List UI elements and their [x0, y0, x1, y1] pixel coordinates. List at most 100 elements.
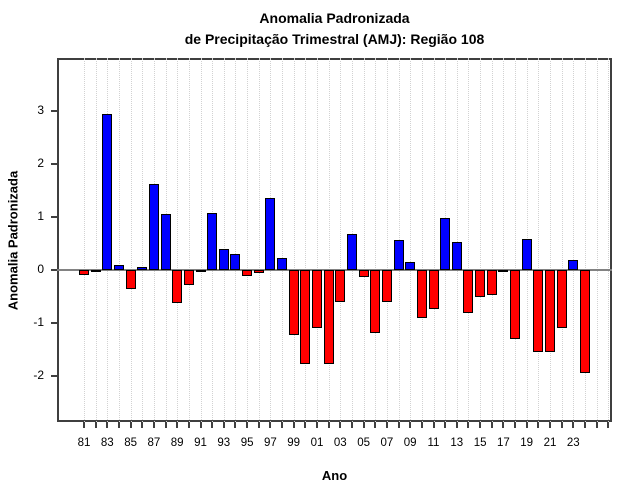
x-tick [129, 422, 132, 428]
x-tick [374, 422, 377, 428]
x-tick [455, 422, 458, 428]
gridline-year [223, 58, 225, 422]
x-tick [141, 422, 144, 428]
gridline-year [95, 58, 97, 422]
gridline-year [468, 58, 470, 422]
gridline-year [608, 58, 610, 422]
x-tick-label: 23 [566, 437, 580, 449]
gridline-year [550, 58, 551, 422]
gridline-year [188, 58, 190, 422]
bar-2005 [358, 270, 369, 277]
x-tick [420, 422, 423, 428]
bar-2000 [300, 270, 311, 364]
gridline-year [142, 58, 144, 422]
x-tick-label: 91 [194, 437, 207, 449]
x-tick [234, 422, 237, 428]
gridline-year [293, 58, 295, 422]
x-tick-label: 19 [520, 437, 534, 449]
gridline-year [573, 58, 575, 422]
bar-1994 [230, 254, 241, 270]
bar-2008 [393, 240, 404, 270]
gridline-year [596, 58, 598, 422]
gridline-year [363, 58, 365, 422]
x-tick [362, 422, 365, 428]
x-tick [525, 422, 528, 428]
y-tick-label: -2 [33, 368, 44, 382]
gridline-year [118, 58, 120, 422]
zero-line [57, 269, 612, 271]
bar-2017 [498, 270, 509, 272]
x-tick [560, 422, 563, 428]
gridline-year [375, 58, 377, 422]
bar-1984 [113, 265, 124, 270]
chart-title-line2: de Precipitação Trimestral (AMJ): Região… [184, 31, 485, 47]
gridline-year [340, 58, 342, 422]
bar-2024 [579, 270, 590, 373]
bar-2021 [545, 270, 555, 352]
x-tick [595, 422, 598, 428]
x-tick-label: 97 [263, 437, 277, 449]
x-tick [281, 422, 284, 428]
y-tick-label: -1 [33, 315, 44, 329]
x-tick [444, 422, 447, 428]
x-tick-label: 05 [357, 437, 370, 449]
x-tick [583, 422, 586, 428]
y-tick [51, 375, 57, 377]
x-tick [502, 422, 505, 428]
x-tick [467, 422, 470, 428]
x-tick [432, 422, 435, 428]
bar-1987 [148, 184, 159, 270]
gridline-year [177, 58, 179, 422]
x-tick [304, 422, 307, 428]
bar-1986 [137, 267, 148, 270]
x-tick-label: 17 [496, 437, 510, 449]
bar-2013 [451, 242, 462, 270]
bar-2016 [486, 270, 497, 295]
x-tick [490, 422, 493, 428]
gridline-year [491, 58, 493, 422]
x-tick [222, 422, 225, 428]
x-tick-label: 87 [147, 437, 161, 449]
x-tick-label: 89 [170, 437, 184, 449]
bar-1983 [102, 114, 113, 270]
y-tick [51, 322, 57, 324]
bar-1985 [125, 270, 136, 289]
gridline-year [235, 58, 237, 422]
x-tick [269, 422, 272, 428]
gridline-year [538, 58, 540, 422]
bar-2003 [335, 270, 346, 302]
bar-2020 [533, 270, 544, 352]
x-tick [537, 422, 540, 428]
gridline-year [561, 58, 563, 422]
gridline-year [328, 58, 330, 422]
x-tick [176, 422, 179, 428]
y-tick [51, 269, 57, 271]
bar-1995 [242, 270, 253, 276]
x-tick [397, 422, 400, 428]
x-tick-label: 03 [333, 437, 347, 449]
gridline-year [282, 58, 284, 422]
x-tick [152, 422, 155, 428]
bar-1999 [288, 270, 299, 335]
bar-2012 [440, 218, 451, 270]
x-tick [199, 422, 202, 428]
gridline-year [503, 58, 505, 422]
gridline-year [317, 58, 318, 422]
x-tick-label: 95 [240, 437, 254, 449]
gridline-year [200, 58, 202, 422]
gridline-year [386, 58, 388, 422]
y-tick-label: 0 [37, 262, 44, 276]
bar-1996 [253, 270, 264, 273]
y-tick [51, 110, 57, 112]
gridline-year [456, 58, 458, 422]
x-tick-label: 01 [310, 437, 324, 449]
x-tick-label: 15 [473, 437, 487, 449]
x-tick [117, 422, 120, 428]
x-tick [106, 422, 109, 428]
x-tick [607, 422, 610, 428]
bar-1997 [265, 198, 276, 270]
x-tick-label: 21 [543, 437, 557, 449]
bar-2019 [521, 239, 532, 270]
bar-1998 [277, 258, 288, 270]
